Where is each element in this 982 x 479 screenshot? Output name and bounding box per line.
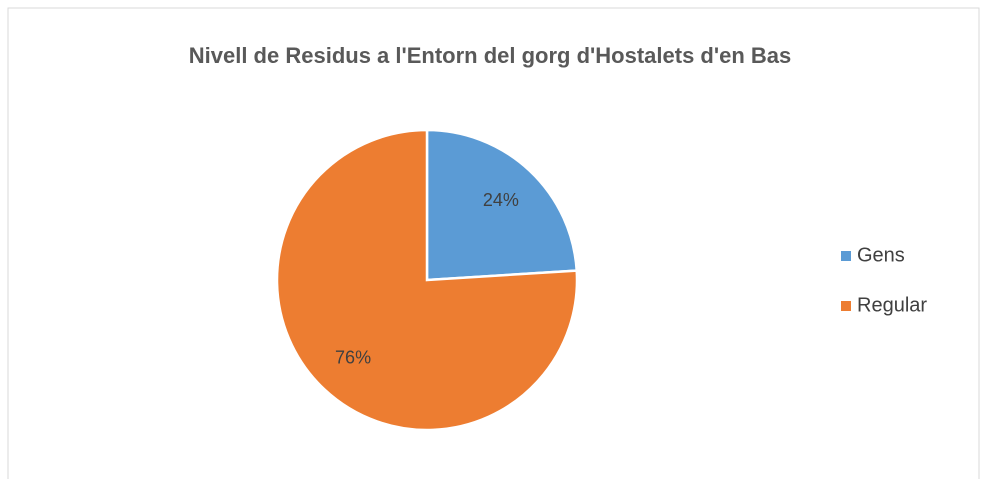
chart-title: Nivell de Residus a l'Entorn del gorg d'… (189, 43, 792, 68)
data-label: 76% (335, 347, 371, 367)
legend-swatch (841, 301, 851, 311)
pie-slice (275, 128, 579, 432)
legend-swatch (841, 251, 851, 261)
data-label: 24% (483, 190, 519, 210)
legend-label: Regular (857, 294, 927, 316)
legend-label: Gens (857, 244, 905, 266)
pie-slice (425, 128, 579, 282)
